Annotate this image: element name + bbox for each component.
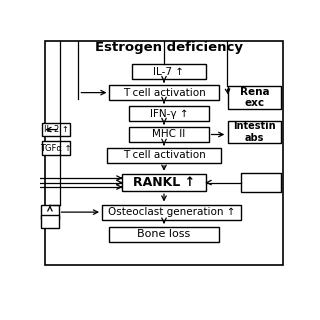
Bar: [41, 205, 59, 219]
Text: Rena
exc: Rena exc: [240, 87, 269, 108]
Bar: [132, 64, 206, 79]
Bar: [129, 127, 209, 142]
Text: Intestin
abs: Intestin abs: [233, 121, 276, 143]
Bar: [129, 106, 209, 121]
Bar: [109, 227, 219, 242]
Text: Osteoclast generation ↑: Osteoclast generation ↑: [108, 207, 235, 217]
Text: T cell activation: T cell activation: [123, 150, 205, 160]
Text: IL-2 ↑: IL-2 ↑: [44, 125, 68, 134]
Text: TGFα ↑: TGFα ↑: [40, 144, 72, 153]
Bar: [102, 205, 241, 220]
Bar: [228, 121, 281, 143]
Text: IL-7 ↑: IL-7 ↑: [154, 67, 184, 77]
Bar: [122, 174, 206, 191]
Bar: [107, 148, 221, 163]
Bar: [41, 215, 59, 228]
Text: RANKL ↑: RANKL ↑: [133, 176, 195, 189]
Bar: [241, 173, 281, 192]
Text: T cell activation: T cell activation: [123, 88, 205, 98]
Text: Bone loss: Bone loss: [137, 229, 191, 239]
Text: IFN-γ ↑: IFN-γ ↑: [150, 108, 188, 118]
Text: Estrogen deficiency: Estrogen deficiency: [95, 41, 243, 53]
Text: MHC II: MHC II: [152, 130, 186, 140]
Bar: [228, 86, 281, 108]
Bar: [43, 123, 70, 136]
Bar: [43, 141, 70, 155]
Bar: [109, 85, 219, 100]
